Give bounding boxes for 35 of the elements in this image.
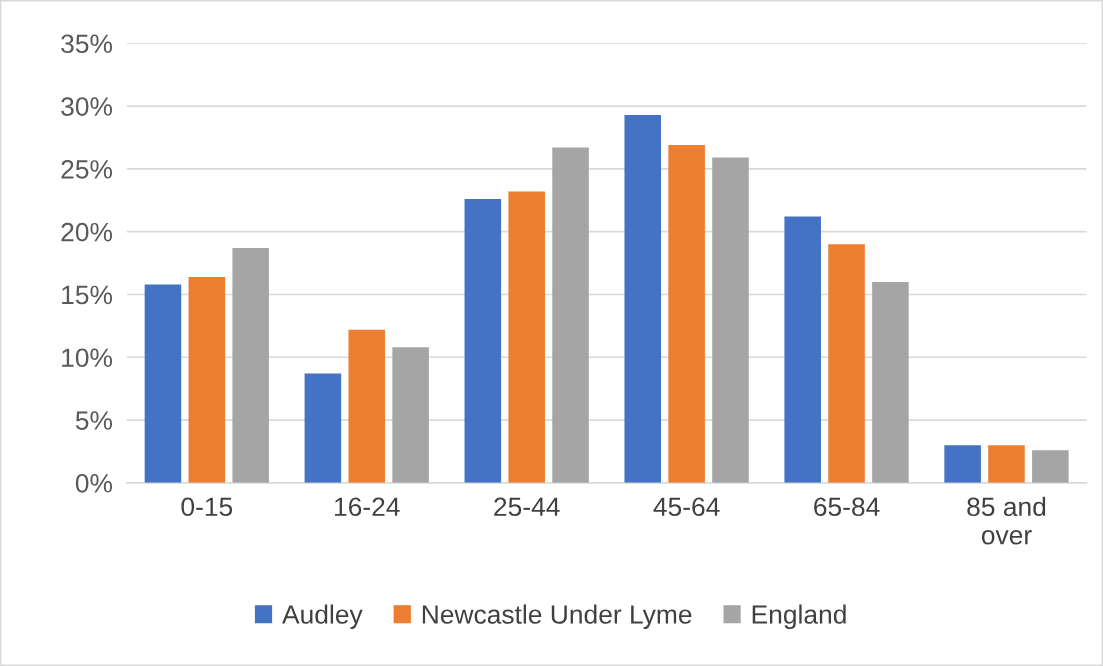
y-tick-label: 30%	[61, 97, 113, 116]
bar	[348, 329, 386, 483]
x-tick-label: 85 and over	[967, 496, 1046, 545]
bar	[508, 191, 545, 483]
bar	[464, 199, 502, 483]
bar	[828, 244, 865, 483]
y-tick-label: 10%	[62, 348, 113, 368]
x-tick-label: 16-24	[335, 497, 400, 517]
bar	[784, 216, 821, 483]
y-tick-label: 20%	[61, 222, 113, 242]
y-tick-label: 15%	[62, 285, 113, 305]
bar	[712, 157, 749, 483]
x-tick-label: 45-64	[653, 497, 720, 517]
bar	[304, 373, 342, 483]
bar	[552, 147, 589, 483]
legend-label: England	[752, 604, 846, 630]
y-tick-label: 0%	[75, 473, 113, 493]
bar	[144, 284, 182, 483]
bar	[872, 281, 909, 483]
bar	[392, 347, 429, 483]
legend-label: Newcastle Under Lyme	[422, 604, 692, 630]
x-tick-label: 0-15	[181, 497, 233, 517]
bar	[188, 276, 226, 483]
y-tick-label: 35%	[61, 34, 113, 54]
bar	[232, 248, 269, 483]
bar	[944, 445, 981, 483]
bar	[1032, 450, 1069, 483]
y-tick-label: 25%	[61, 160, 113, 179]
x-tick-label: 65-84	[814, 497, 880, 517]
bar	[668, 145, 705, 483]
legend-label: Audley	[282, 604, 363, 630]
bar	[624, 114, 662, 483]
y-tick-label: 5%	[75, 411, 113, 430]
bar	[988, 445, 1025, 483]
x-tick-label: 25-44	[494, 497, 560, 517]
